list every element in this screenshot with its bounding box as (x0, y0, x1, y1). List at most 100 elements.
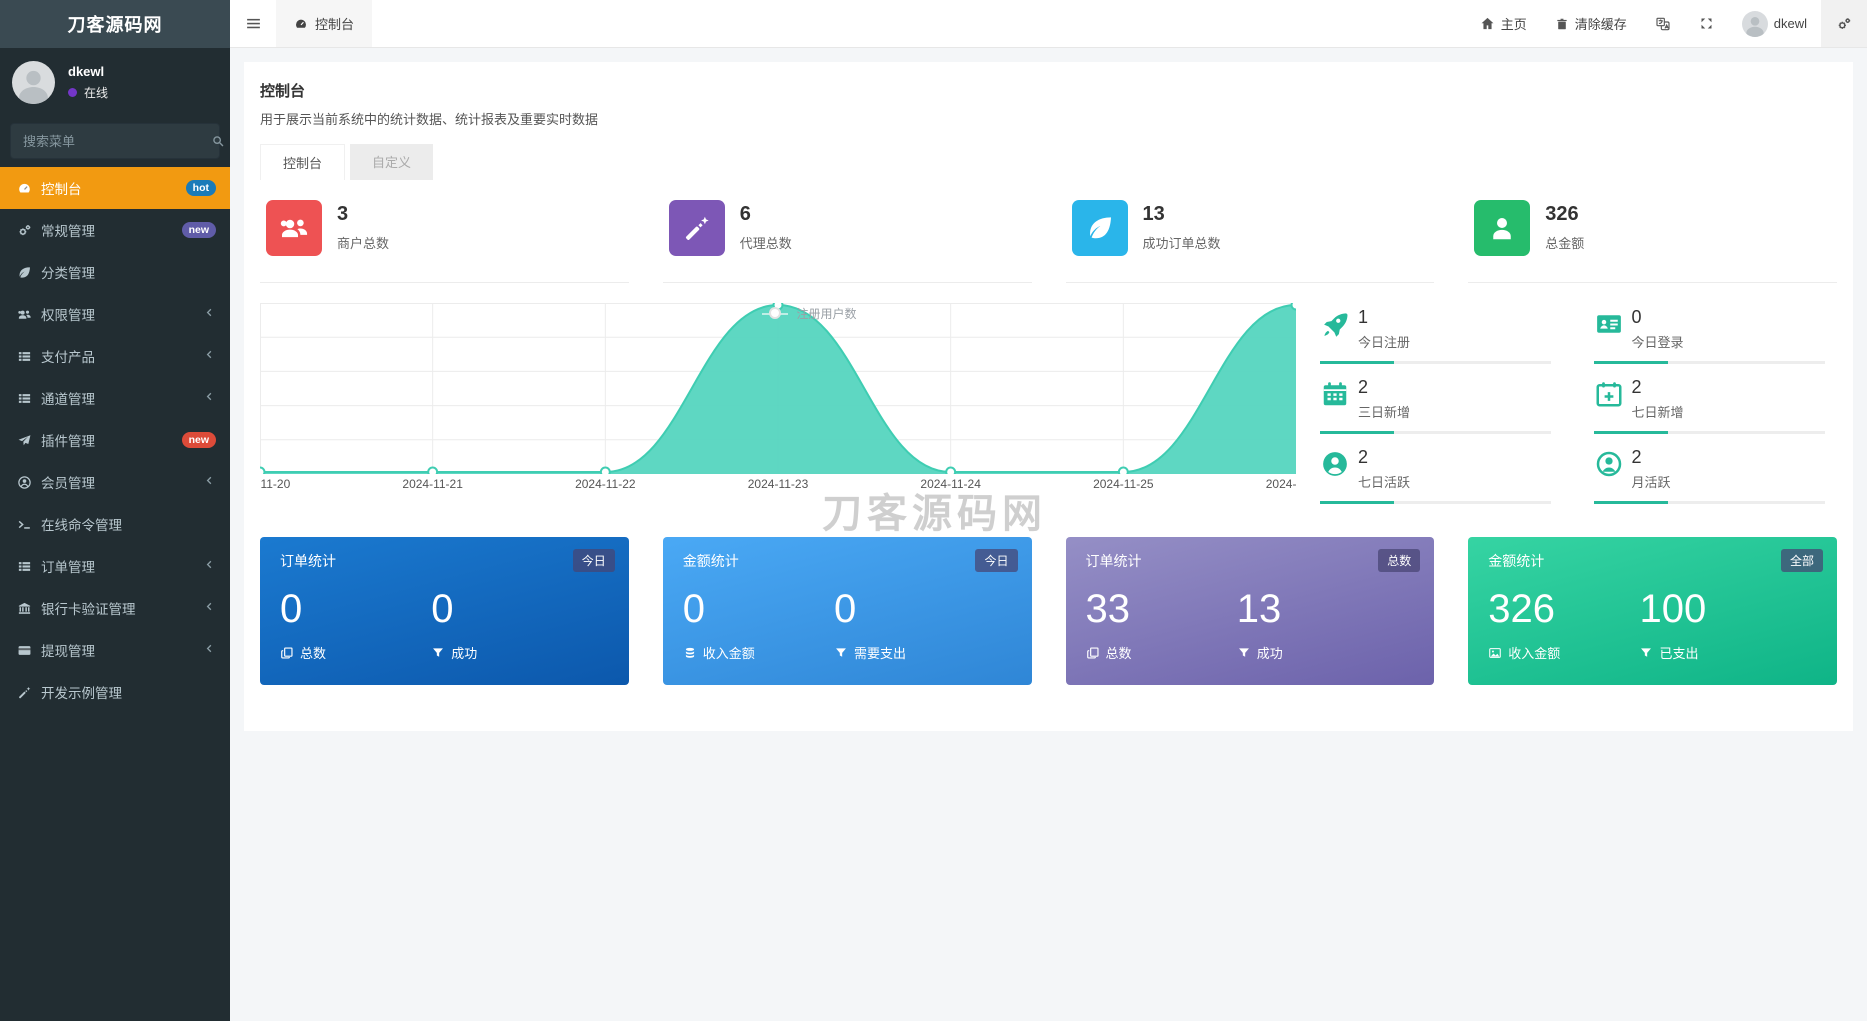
chart-legend[interactable]: 注册用户数 (762, 305, 856, 322)
user-menu[interactable]: dkewl (1728, 0, 1821, 47)
page-title: 控制台 (260, 83, 306, 100)
sidebar-item-general[interactable]: 常规管理 new (0, 209, 230, 251)
terminal-icon (17, 517, 41, 532)
home-icon (1480, 16, 1495, 31)
stat-value: 3 (337, 203, 349, 225)
sidebar-toggle-button[interactable] (230, 0, 276, 47)
sidebar-item-label: 提现管理 (41, 644, 95, 659)
mini-stat-month-active: 2 月活跃 (1593, 443, 1838, 504)
sidebar-item-label: 权限管理 (41, 308, 95, 323)
sidebar-item-label: 订单管理 (41, 560, 95, 575)
cogs-icon (17, 223, 41, 238)
sidebar-item-channels[interactable]: 通道管理 (0, 377, 230, 419)
area-chart: 注册用户数 2024-11-202024-11-212024-11-222024… (260, 303, 1296, 513)
calendar-plus-icon (1594, 377, 1632, 409)
fullscreen-button[interactable] (1685, 0, 1728, 47)
tab-custom[interactable]: 自定义 (350, 144, 434, 180)
list-icon (17, 349, 41, 364)
mini-stat-today-logins: 0 今日登录 (1593, 303, 1838, 364)
sidebar-item-permissions[interactable]: 权限管理 (0, 293, 230, 335)
card-title: 订单统计 (280, 553, 336, 569)
rocket-icon (1320, 307, 1358, 339)
topbar-tab-dashboard[interactable]: 控制台 (276, 0, 373, 47)
sidebar-item-label: 在线命令管理 (41, 518, 122, 533)
summary-cards: 订单统计 今日 0 0 总数 (260, 537, 1837, 685)
sidebar-item-withdrawals[interactable]: 提现管理 (0, 629, 230, 671)
stat-merchants: 3 商户总数 (260, 196, 629, 283)
sidebar-item-orders[interactable]: 订单管理 (0, 545, 230, 587)
online-status-dot (68, 88, 77, 97)
mini-stat-label: 七日新增 (1631, 405, 1684, 420)
trash-icon (1555, 17, 1569, 31)
sidebar-item-plugins[interactable]: 插件管理 new (0, 419, 230, 461)
gears-icon (1836, 16, 1852, 32)
home-link[interactable]: 主页 (1466, 0, 1541, 47)
mini-stat-value: 2 (1358, 447, 1369, 467)
new-badge: new (181, 221, 216, 239)
search-icon[interactable] (211, 134, 225, 148)
dashboard-panel: 控制台 用于展示当前系统中的统计数据、统计报表及重要实时数据 控制台 自定义 (244, 62, 1853, 731)
stat-value: 326 (1545, 203, 1579, 225)
sidebar-item-label: 控制台 (41, 182, 82, 197)
sidebar-item-online-commands[interactable]: 在线命令管理 (0, 503, 230, 545)
user-circle-icon (17, 475, 41, 490)
user-name: dkewl (68, 64, 105, 79)
legend-label: 注册用户数 (796, 307, 857, 321)
legend-marker (769, 306, 782, 319)
stat-label: 总金额 (1545, 236, 1585, 251)
order-stats-today-card: 订单统计 今日 0 0 总数 (260, 537, 629, 685)
x-axis-labels: 2024-11-20 2024-11-21 2024-11-22 2024-11-23… (260, 477, 1296, 497)
x-axis-tick-label: 2024-11-26 (1265, 477, 1296, 491)
leaf-icon (17, 265, 41, 280)
brand-logo[interactable]: 刀客源码网 (0, 0, 230, 48)
order-stats-total-card: 订单统计 总数 33 13 总数 (1065, 537, 1435, 685)
mini-stat-bar (1593, 431, 1825, 434)
mini-stat-today-registered: 1 今日注册 (1320, 303, 1564, 364)
x-axis-tick-label: 2024-11-20 (260, 477, 291, 491)
image-icon (1488, 646, 1502, 660)
stat-label: 成功订单总数 (1142, 236, 1221, 251)
sidebar-item-label: 通道管理 (41, 392, 95, 407)
sidebar-item-dashboard[interactable]: 控制台 hot (0, 167, 230, 209)
x-axis-tick-label: 2024-11-24 (920, 477, 981, 491)
stat-label: 代理总数 (739, 236, 792, 251)
credit-card-icon (17, 643, 41, 658)
filter-icon (834, 646, 848, 660)
topbar-username: dkewl (1773, 16, 1807, 31)
clear-cache-button[interactable]: 清除缓存 (1541, 0, 1641, 47)
topbar-tab-label: 控制台 (315, 17, 355, 32)
sidebar-item-dev-examples[interactable]: 开发示例管理 (0, 671, 230, 713)
search-input[interactable] (11, 133, 211, 149)
id-card-icon (1594, 307, 1632, 339)
mini-stat-bar (1593, 501, 1825, 504)
user-avatar (1741, 10, 1768, 37)
sidebar-item-pay-products[interactable]: 支付产品 (0, 335, 230, 377)
tab-content: 3 商户总数 6 代理总数 (244, 180, 1853, 701)
sidebar-item-label: 插件管理 (41, 434, 95, 449)
card-right-value: 0 (833, 587, 857, 631)
chart-row: 注册用户数 2024-11-202024-11-212024-11-222024… (260, 303, 1837, 513)
tab-dashboard[interactable]: 控制台 (260, 144, 346, 180)
angle-left-icon (203, 474, 216, 490)
list-icon (17, 559, 41, 574)
stat-success-orders: 13 成功订单总数 (1065, 196, 1435, 283)
home-label: 主页 (1500, 17, 1527, 32)
tachometer-icon (294, 17, 308, 31)
calendar-icon (1320, 377, 1358, 409)
angle-left-icon (203, 642, 216, 658)
user-status: 在线 (84, 86, 109, 100)
mini-stat-value: 2 (1631, 447, 1642, 467)
settings-button[interactable] (1821, 0, 1867, 47)
mini-stat-value: 2 (1631, 377, 1642, 397)
sidebar-item-bankcard-verify[interactable]: 银行卡验证管理 (0, 587, 230, 629)
sidebar-item-category[interactable]: 分类管理 (0, 251, 230, 293)
topbar: 控制台 主页 清除缓存 (230, 0, 1867, 48)
sidebar-item-label: 支付产品 (41, 350, 95, 365)
translate-icon (1655, 16, 1671, 32)
mini-stat-label: 三日新增 (1358, 405, 1411, 420)
sidebar-menu: 控制台 hot 常规管理 new 分类管理 权限管理 (0, 167, 230, 713)
angle-left-icon (203, 558, 216, 574)
translate-button[interactable] (1641, 0, 1685, 47)
sidebar-item-members[interactable]: 会员管理 (0, 461, 230, 503)
card-title: 金额统计 (682, 553, 739, 569)
